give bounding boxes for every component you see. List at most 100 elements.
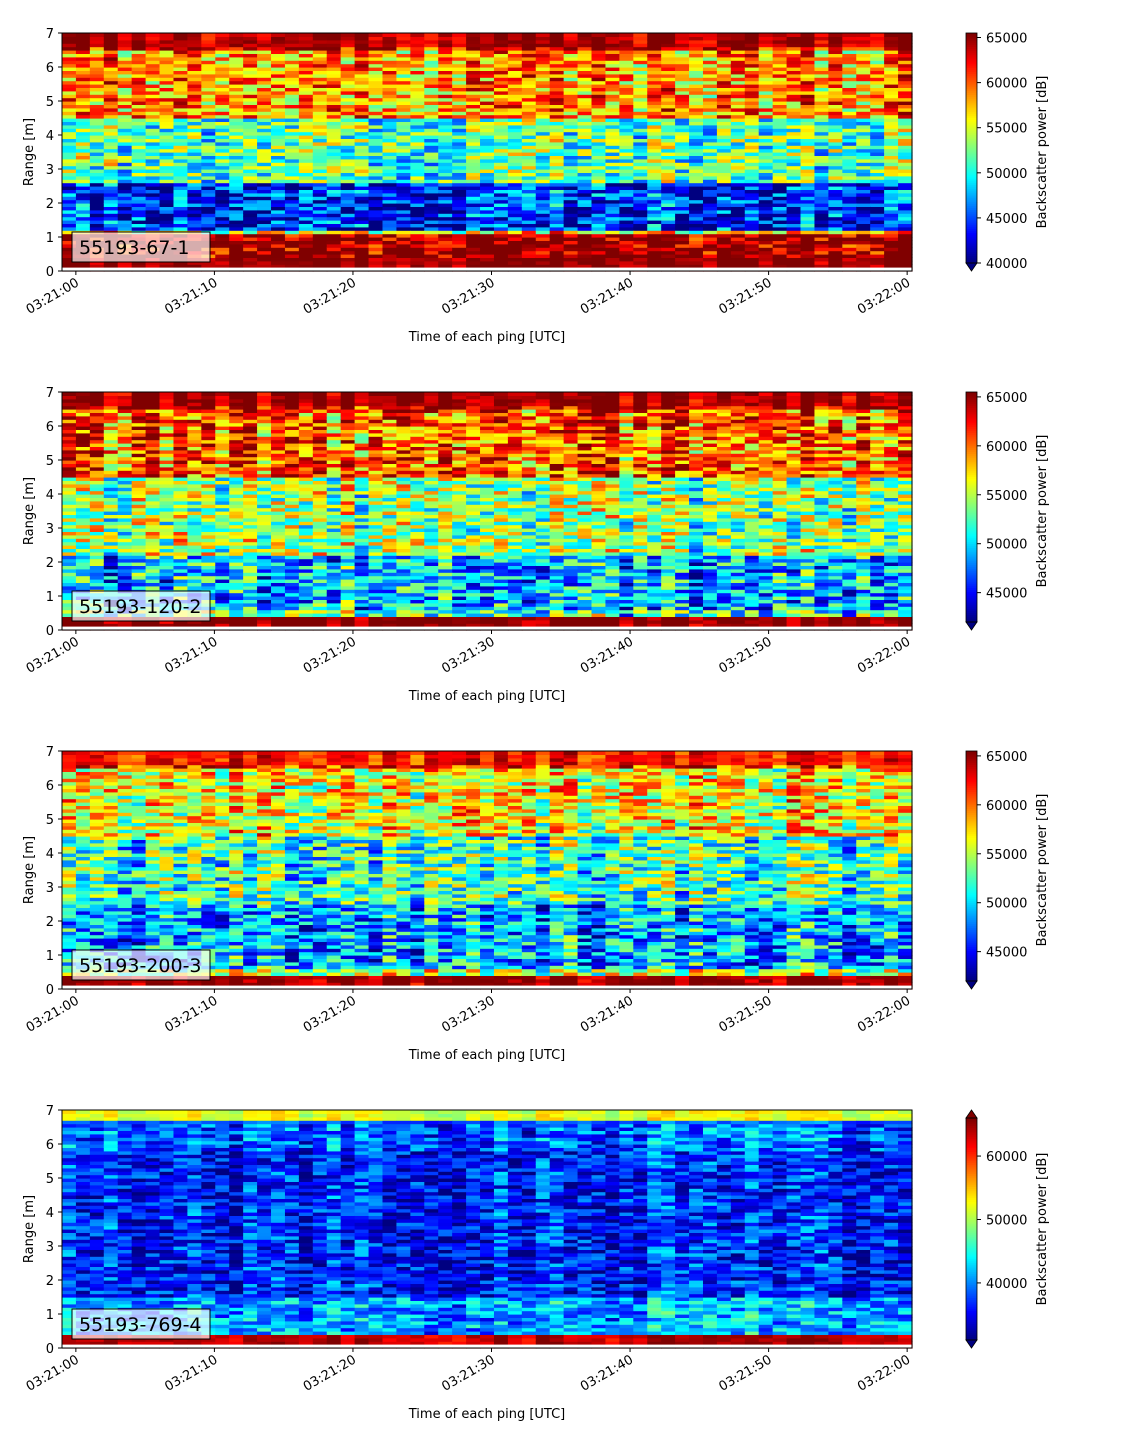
heatmap-cell: [716, 230, 732, 235]
heatmap-cell: [730, 138, 746, 143]
heatmap-cell: [117, 162, 133, 167]
heatmap-cell: [507, 158, 523, 163]
heatmap-cell: [145, 453, 161, 458]
heatmap-cell: [828, 240, 843, 245]
heatmap-cell: [758, 155, 774, 160]
heatmap-cell: [730, 216, 746, 221]
heatmap-cell: [786, 169, 802, 173]
heatmap-cell: [535, 36, 551, 41]
heatmap-cell: [633, 189, 648, 194]
heatmap-cell: [201, 182, 216, 187]
heatmap-cell: [758, 179, 774, 184]
heatmap-cell: [424, 114, 439, 119]
heatmap-cell: [173, 124, 189, 129]
heatmap-cell: [633, 162, 648, 167]
heatmap-cell: [786, 33, 802, 37]
heatmap-cell: [173, 90, 189, 95]
heatmap-cell: [103, 213, 119, 218]
heatmap-cell: [354, 80, 370, 85]
heatmap-cell: [340, 158, 356, 163]
heatmap-cell: [577, 138, 593, 143]
heatmap-cell: [103, 39, 119, 44]
heatmap-cell: [535, 264, 551, 269]
heatmap-cell: [201, 152, 216, 156]
heatmap-cell: [563, 114, 579, 119]
heatmap-cell: [786, 90, 802, 95]
heatmap-cell: [75, 50, 91, 54]
heatmap-cell: [828, 247, 843, 252]
heatmap-cell: [452, 254, 467, 258]
heatmap-cell: [298, 206, 314, 211]
heatmap-cell: [340, 97, 356, 102]
heatmap-cell: [549, 53, 565, 58]
heatmap-cell: [647, 172, 662, 177]
heatmap-cell: [842, 172, 857, 177]
heatmap-cell: [605, 247, 620, 252]
heatmap-cell: [215, 104, 230, 109]
heatmap-cell: [716, 104, 732, 109]
heatmap-cell: [730, 50, 746, 54]
heatmap-cell: [800, 175, 816, 180]
heatmap-cell: [410, 97, 425, 102]
heatmap-cell: [563, 70, 579, 75]
heatmap-cell: [173, 138, 189, 143]
heatmap-cell: [758, 121, 774, 126]
heatmap-cell: [89, 33, 105, 37]
heatmap-cell: [326, 233, 342, 238]
heatmap-cell: [605, 223, 620, 228]
heatmap-cell: [702, 165, 718, 170]
heatmap-cell: [145, 223, 161, 228]
heatmap-cell: [103, 152, 119, 156]
heatmap-cell: [730, 206, 746, 211]
heatmap-cell: [744, 87, 760, 92]
heatmap-cell: [382, 179, 398, 184]
heatmap-cell: [563, 87, 579, 92]
heatmap-cell: [284, 209, 300, 214]
heatmap-cell: [438, 220, 453, 224]
heatmap-cell: [549, 175, 565, 180]
heatmap-cell: [243, 213, 258, 218]
heatmap-cell: [758, 145, 774, 150]
heatmap-cell: [271, 192, 286, 197]
heatmap-cell: [758, 189, 774, 194]
heatmap-cell: [786, 77, 802, 82]
heatmap-cell: [702, 148, 718, 153]
heatmap-cell: [521, 213, 537, 218]
heatmap-cell: [884, 250, 899, 255]
heatmap-cell: [480, 50, 495, 54]
heatmap-cell: [354, 87, 370, 92]
heatmap-cell: [438, 121, 453, 126]
heatmap-cell: [298, 124, 314, 129]
heatmap-cell: [145, 264, 161, 269]
heatmap-cell: [605, 172, 620, 177]
heatmap-cell: [521, 46, 537, 51]
heatmap-cell: [75, 77, 91, 82]
heatmap-cell: [772, 39, 788, 44]
heatmap-cell: [382, 220, 398, 224]
heatmap-cell: [187, 135, 202, 139]
heatmap-cell: [271, 165, 286, 170]
heatmap-cell: [382, 199, 398, 204]
heatmap-cell: [521, 155, 537, 160]
heatmap-cell: [145, 203, 161, 207]
heatmap-cell: [730, 56, 746, 61]
heatmap-cell: [507, 220, 523, 224]
heatmap-cell: [243, 203, 258, 207]
heatmap-cell: [828, 118, 843, 122]
heatmap-cell: [271, 46, 286, 51]
heatmap-cell: [619, 148, 634, 153]
heatmap-cell: [535, 90, 551, 95]
heatmap-cell: [312, 50, 328, 54]
heatmap-cell: [62, 189, 77, 194]
heatmap-cell: [75, 138, 91, 143]
heatmap-cell: [215, 223, 230, 228]
heatmap-cell: [145, 67, 161, 71]
heatmap-cell: [452, 107, 467, 112]
heatmap-cell: [800, 135, 816, 139]
heatmap-cell: [159, 118, 175, 122]
heatmap-cell: [354, 33, 370, 37]
heatmap-cell: [243, 158, 258, 163]
heatmap-cell: [284, 70, 300, 75]
heatmap-cell: [549, 172, 565, 177]
heatmap-cell: [187, 111, 202, 116]
